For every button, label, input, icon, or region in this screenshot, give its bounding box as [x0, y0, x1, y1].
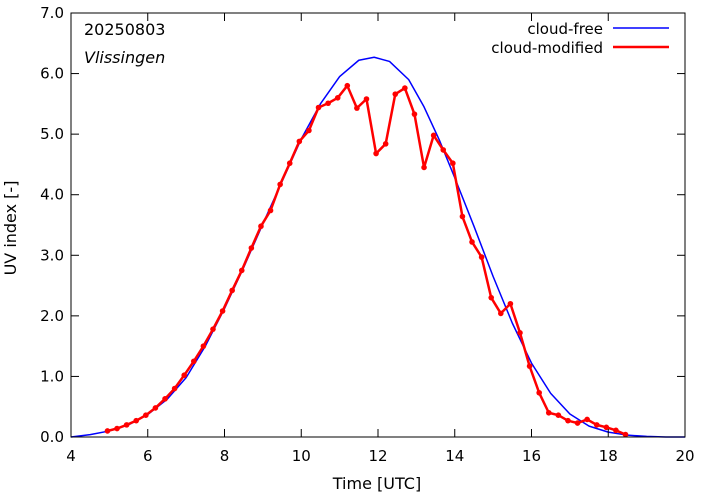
x-tick-label: 20 — [675, 447, 694, 465]
data-point-cloud-modified — [277, 181, 283, 188]
data-point-cloud-modified — [526, 363, 533, 369]
data-point-cloud-modified — [545, 409, 552, 416]
axis-tick-labels: 4 6 8 10 12 14 16 18 20 0.0 1.0 2.0 3.0 4.0 5.0 6.0 7.0 — [40, 4, 694, 465]
data-point-cloud-modified — [459, 213, 466, 220]
data-point-cloud-modified — [469, 239, 475, 245]
plot-border — [70, 12, 686, 438]
data-point-cloud-modified — [152, 405, 159, 411]
data-point-cloud-modified — [114, 425, 120, 432]
data-point-cloud-modified — [555, 412, 562, 418]
axis-ticks — [70, 12, 686, 438]
legend-label-cloud-modified: cloud-modified — [491, 39, 603, 57]
data-point-cloud-modified — [392, 91, 399, 97]
data-point-cloud-modified — [411, 111, 418, 117]
x-tick-label: 8 — [220, 447, 230, 465]
x-tick-label: 4 — [66, 447, 76, 465]
data-point-cloud-modified — [574, 420, 581, 426]
y-tick-label: 5.0 — [40, 125, 64, 143]
data-point-cloud-modified — [430, 132, 437, 139]
data-point-cloud-modified — [498, 310, 504, 317]
data-point-cloud-modified — [296, 138, 303, 145]
data-point-cloud-modified — [238, 267, 245, 274]
y-axis-title: UV index [-] — [1, 181, 20, 276]
x-tick-label: 18 — [599, 447, 618, 465]
data-point-cloud-modified — [200, 343, 207, 349]
data-point-cloud-modified — [421, 164, 427, 171]
x-tick-label: 10 — [292, 447, 311, 465]
data-point-cloud-modified — [258, 223, 264, 230]
data-point-cloud-modified — [334, 95, 341, 101]
data-point-cloud-modified — [593, 422, 600, 428]
legend-label-cloud-free: cloud-free — [527, 20, 603, 38]
data-point-cloud-modified — [373, 150, 379, 157]
data-point-cloud-modified — [565, 417, 571, 424]
data-point-cloud-modified — [229, 287, 235, 294]
data-point-cloud-modified — [622, 431, 629, 438]
data-point-cloud-modified — [584, 416, 590, 423]
data-point-cloud-modified — [450, 160, 456, 167]
data-point-cloud-modified — [402, 85, 408, 91]
x-tick-label: 12 — [368, 447, 387, 465]
station-annotation: Vlissingen — [84, 48, 165, 67]
data-point-cloud-modified — [363, 96, 370, 102]
data-point-cloud-modified — [162, 396, 168, 402]
data-point-cloud-modified — [171, 385, 178, 392]
series-line-cloud-modified — [107, 84, 627, 436]
data-point-cloud-modified — [315, 104, 322, 111]
data-point-cloud-modified — [219, 308, 226, 314]
data-point-cloud-modified — [536, 389, 542, 396]
date-annotation: 20250803 — [84, 20, 165, 39]
plot-frame — [70, 12, 686, 438]
legend: cloud-free cloud-modified — [491, 20, 669, 57]
data-point-cloud-modified — [210, 326, 216, 332]
data-point-cloud-modified — [248, 245, 255, 251]
y-tick-label: 6.0 — [40, 65, 64, 83]
data-point-cloud-modified — [286, 160, 293, 167]
y-tick-label: 1.0 — [40, 367, 64, 385]
data-point-cloud-modified — [488, 294, 495, 301]
x-tick-label: 14 — [445, 447, 464, 465]
data-point-cloud-modified — [478, 254, 485, 260]
y-tick-label: 4.0 — [40, 186, 64, 204]
data-point-cloud-modified — [123, 422, 130, 428]
data-point-cloud-modified — [133, 417, 140, 424]
plot-lines — [70, 56, 685, 438]
x-tick-label: 16 — [522, 447, 541, 465]
data-point-cloud-modified — [104, 428, 111, 434]
y-tick-label: 2.0 — [40, 307, 64, 325]
data-point-cloud-modified — [354, 105, 360, 111]
data-point-cloud-modified — [613, 427, 619, 434]
series-line-cloud-free — [70, 56, 685, 438]
data-point-cloud-modified — [181, 372, 188, 379]
y-tick-label: 0.0 — [40, 428, 64, 446]
data-point-cloud-modified — [325, 100, 331, 107]
data-point-cloud-modified — [191, 358, 197, 365]
data-point-cloud-modified — [267, 207, 274, 214]
y-tick-label: 3.0 — [40, 246, 64, 264]
x-axis-title: Time [UTC] — [332, 474, 421, 493]
data-point-cloud-modified — [507, 300, 514, 307]
data-point-cloud-modified — [440, 147, 447, 153]
data-point-cloud-modified — [382, 141, 389, 147]
data-point-cloud-modified — [143, 412, 149, 418]
data-point-cloud-modified — [306, 127, 312, 134]
data-point-cloud-modified — [517, 330, 523, 336]
data-point-cloud-modified — [344, 82, 351, 89]
data-point-cloud-modified — [603, 424, 610, 431]
x-tick-label: 6 — [143, 447, 153, 465]
y-tick-label: 7.0 — [40, 4, 64, 22]
